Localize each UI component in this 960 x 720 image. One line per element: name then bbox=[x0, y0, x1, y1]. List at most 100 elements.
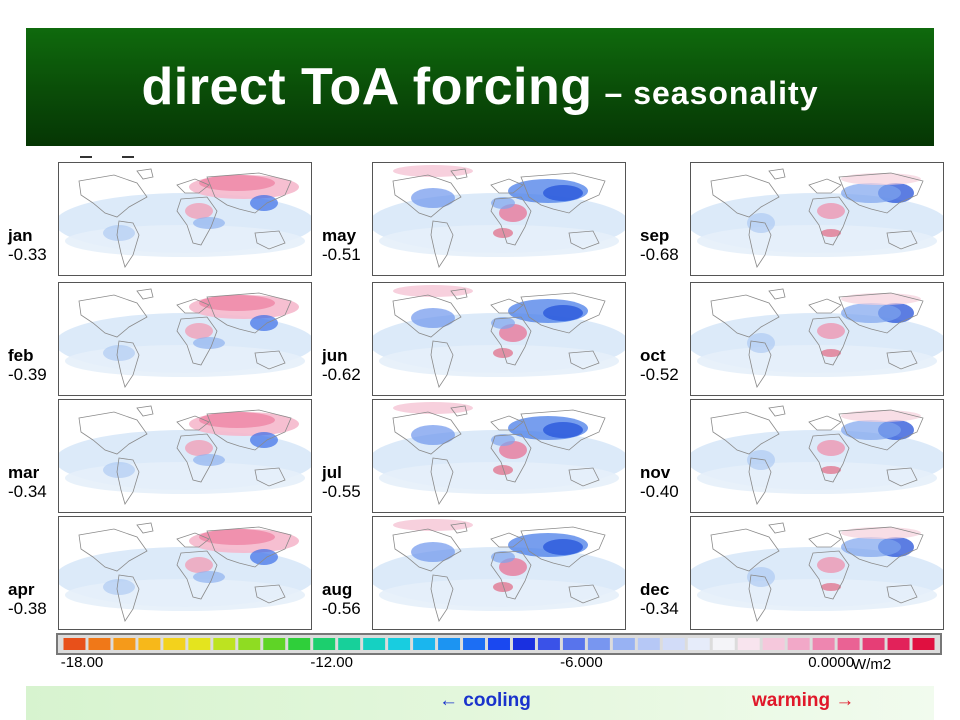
forcing-value: -0.33 bbox=[8, 245, 47, 264]
colorbar-ticks: -18.00 -12.00 -6.000 0.0000 bbox=[56, 654, 942, 672]
month-label-may: may -0.51 bbox=[322, 226, 361, 264]
month-name: feb bbox=[8, 346, 34, 365]
forcing-value: -0.38 bbox=[8, 599, 47, 618]
colorbar-swatch bbox=[837, 638, 860, 650]
forcing-value: -0.56 bbox=[322, 599, 361, 618]
world-map bbox=[373, 283, 625, 395]
colorbar-swatch bbox=[488, 638, 510, 650]
month-label-sep: sep -0.68 bbox=[640, 226, 679, 264]
colorbar-swatch bbox=[163, 638, 186, 650]
forcing-value: -0.55 bbox=[322, 482, 361, 501]
world-map bbox=[691, 283, 943, 395]
month-label-dec: dec -0.34 bbox=[640, 580, 679, 618]
month-label-jun: jun -0.62 bbox=[322, 346, 361, 384]
map-panel-aug bbox=[372, 516, 626, 630]
world-map bbox=[373, 163, 625, 275]
month-label-apr: apr -0.38 bbox=[8, 580, 47, 618]
corner-marks bbox=[80, 156, 140, 160]
colorbar-swatch bbox=[338, 638, 361, 650]
colorbar-swatch bbox=[887, 638, 910, 650]
world-map bbox=[59, 400, 311, 512]
colorbar-tick-label: -6.000 bbox=[560, 654, 603, 671]
forcing-value: -0.68 bbox=[640, 245, 679, 264]
colorbar-swatch bbox=[213, 638, 236, 650]
colorbar-swatch bbox=[762, 638, 785, 650]
world-map bbox=[59, 163, 311, 275]
colorbar-swatch bbox=[562, 638, 585, 650]
world-map bbox=[691, 400, 943, 512]
forcing-value: -0.51 bbox=[322, 245, 361, 264]
colorbar-tick-label: -18.00 bbox=[60, 654, 104, 671]
month-label-jan: jan -0.33 bbox=[8, 226, 47, 264]
month-name: apr bbox=[8, 580, 35, 599]
colorbar-swatch bbox=[612, 638, 635, 650]
colorbar-swatch bbox=[587, 638, 610, 650]
colorbar-swatch bbox=[63, 638, 86, 650]
month-name: jul bbox=[322, 463, 342, 482]
colorbar-unit: W/m2 bbox=[852, 656, 892, 673]
map-panel-oct bbox=[690, 282, 944, 396]
month-name: mar bbox=[8, 463, 40, 482]
month-name: dec bbox=[640, 580, 670, 599]
world-map bbox=[373, 517, 625, 629]
colorbar-swatches bbox=[63, 638, 935, 650]
world-map bbox=[691, 517, 943, 629]
map-panel-mar bbox=[58, 399, 312, 513]
colorbar-swatch bbox=[787, 638, 810, 650]
month-name: nov bbox=[640, 463, 671, 482]
forcing-value: -0.39 bbox=[8, 365, 47, 384]
month-name: jan bbox=[8, 226, 33, 245]
colorbar-swatch bbox=[862, 638, 885, 650]
colorbar-tick-label: -12.00 bbox=[310, 654, 353, 671]
colorbar-swatch bbox=[537, 638, 560, 650]
colorbar-swatch bbox=[812, 638, 835, 650]
colorbar-swatch bbox=[263, 638, 286, 650]
month-name: aug bbox=[322, 580, 353, 599]
map-panel-jun bbox=[372, 282, 626, 396]
month-label-aug: aug -0.56 bbox=[322, 580, 361, 618]
map-panel-nov bbox=[690, 399, 944, 513]
map-panel-dec bbox=[690, 516, 944, 630]
map-panel-apr bbox=[58, 516, 312, 630]
colorbar-swatch bbox=[238, 638, 261, 650]
colorbar-tick-label: 0.0000 bbox=[808, 654, 855, 671]
forcing-value: -0.34 bbox=[640, 599, 679, 618]
map-panel-sep bbox=[690, 162, 944, 276]
world-map bbox=[59, 517, 311, 629]
warming-label: warming → bbox=[752, 690, 855, 711]
colorbar-swatch bbox=[737, 638, 760, 650]
colorbar-swatch bbox=[188, 638, 211, 650]
colorbar-swatch bbox=[512, 638, 535, 650]
colorbar-swatch bbox=[113, 638, 136, 650]
colorbar-swatch bbox=[463, 638, 486, 650]
colorbar-swatch bbox=[438, 638, 461, 650]
colorbar-swatch bbox=[363, 638, 386, 650]
month-name: oct bbox=[640, 346, 666, 365]
forcing-value: -0.34 bbox=[8, 482, 47, 501]
forcing-value: -0.62 bbox=[322, 365, 361, 384]
month-name: jun bbox=[322, 346, 348, 365]
forcing-value: -0.52 bbox=[640, 365, 679, 384]
month-label-feb: feb -0.39 bbox=[8, 346, 47, 384]
footer-band bbox=[26, 686, 934, 720]
forcing-value: -0.40 bbox=[640, 482, 679, 501]
map-panel-jan bbox=[58, 162, 312, 276]
colorbar-swatch bbox=[88, 638, 111, 650]
cooling-label: ← cooling bbox=[439, 690, 531, 711]
world-map bbox=[691, 163, 943, 275]
title-sub: – seasonality bbox=[604, 75, 819, 111]
world-map bbox=[373, 400, 625, 512]
colorbar-swatch bbox=[388, 638, 411, 650]
colorbar-swatch bbox=[637, 638, 660, 650]
month-label-oct: oct -0.52 bbox=[640, 346, 679, 384]
month-name: sep bbox=[640, 226, 670, 245]
colorbar bbox=[56, 633, 942, 655]
world-map bbox=[59, 283, 311, 395]
colorbar-swatch bbox=[912, 638, 935, 650]
colorbar-swatch bbox=[288, 638, 311, 650]
colorbar-swatch bbox=[313, 638, 336, 650]
month-label-mar: mar -0.34 bbox=[8, 463, 47, 501]
map-panel-may bbox=[372, 162, 626, 276]
map-panel-feb bbox=[58, 282, 312, 396]
page-title: direct ToA forcing – seasonality bbox=[142, 57, 819, 117]
